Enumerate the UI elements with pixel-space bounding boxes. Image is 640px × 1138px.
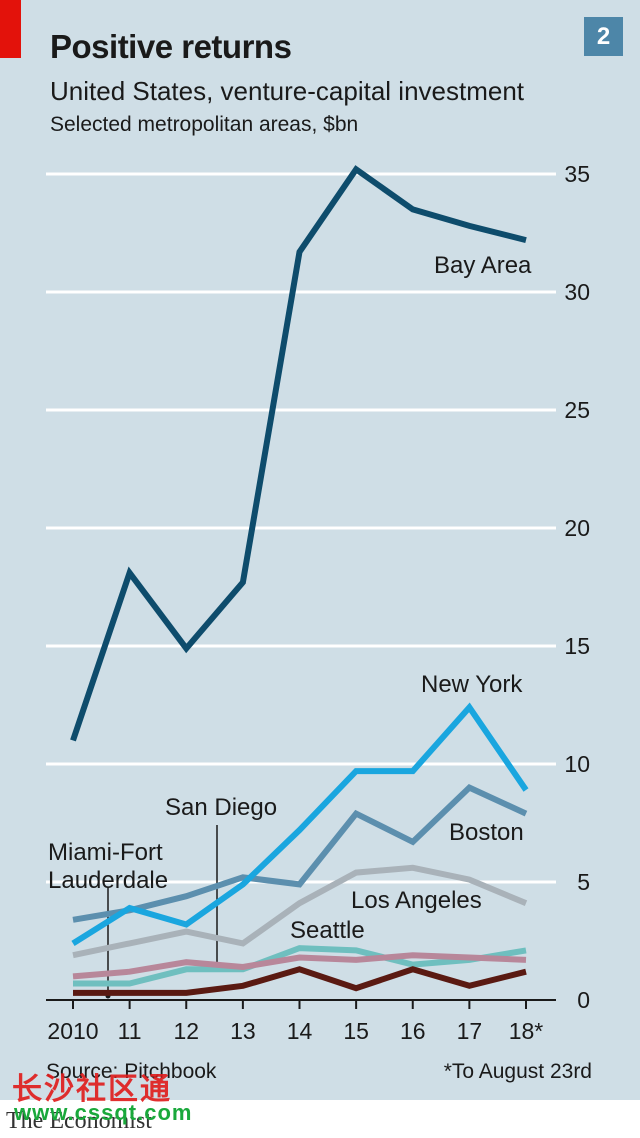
series-label-miami-fort-lauderdale-0: Miami-Fort [48,839,163,866]
watermark-url: www.cssqt.com [14,1100,193,1125]
red-corner-tag [0,0,21,58]
y-tick-label-10: 10 [564,751,590,777]
x-tick-label-3: 13 [230,1018,256,1044]
source-note: Source: Pitchbook [46,1060,217,1083]
chart-subtitle: United States, venture-capital investmen… [50,76,525,106]
series-line-boston [72,784,528,923]
series-label-boston: Boston [449,819,524,846]
series-line-miami-fort-lauderdale [73,966,527,996]
chart-number-badge: 2 [584,17,623,56]
line-chart: 0 5 10 15 20 25 30 35 2010 11 12 13 14 15 16 17 18* Bay A… [46,161,590,1044]
x-tick-label-0: 2010 [47,1018,98,1044]
y-tick-label-35: 35 [564,161,590,187]
chart-units-note: Selected metropolitan areas, $bn [50,113,359,136]
series-label-miami-fort-lauderdale-1: Lauderdale [48,867,168,894]
x-tick-label-6: 16 [400,1018,426,1044]
x-tick-label-5: 15 [343,1018,369,1044]
y-tick-label-25: 25 [564,397,590,423]
series-label-new-york: New York [421,671,523,698]
x-tick-label-4: 14 [287,1018,313,1044]
footnote: *To August 23rd [443,1060,592,1083]
series-line-los-angeles [72,864,528,959]
series-line-new-york [71,702,529,946]
series-label-seattle: Seattle [290,917,365,944]
y-tick-label-20: 20 [564,515,590,541]
series-label-los-angeles: Los Angeles [351,887,482,914]
publisher-logo: The Economist [6,1108,152,1134]
series-label-bay-area: Bay Area [434,252,532,279]
series-line-seattle [73,945,527,987]
series-line-san-diego [72,952,527,980]
y-tick-label-5: 5 [577,869,590,895]
chart-title: Positive returns [50,28,292,65]
y-tick-label-0: 0 [577,987,590,1013]
watermark-text: 长沙社区通 [12,1073,172,1106]
series-label-san-diego: San Diego [165,794,277,821]
bottom-band [0,1100,640,1138]
y-tick-label-15: 15 [564,633,590,659]
x-tick-label-2: 12 [173,1018,199,1044]
x-tick-label-7: 17 [457,1018,483,1044]
x-tick-label-1: 11 [118,1018,142,1044]
series-line-bay-area [70,165,527,742]
y-tick-label-30: 30 [564,279,590,305]
x-tick-label-8: 18* [509,1018,544,1044]
